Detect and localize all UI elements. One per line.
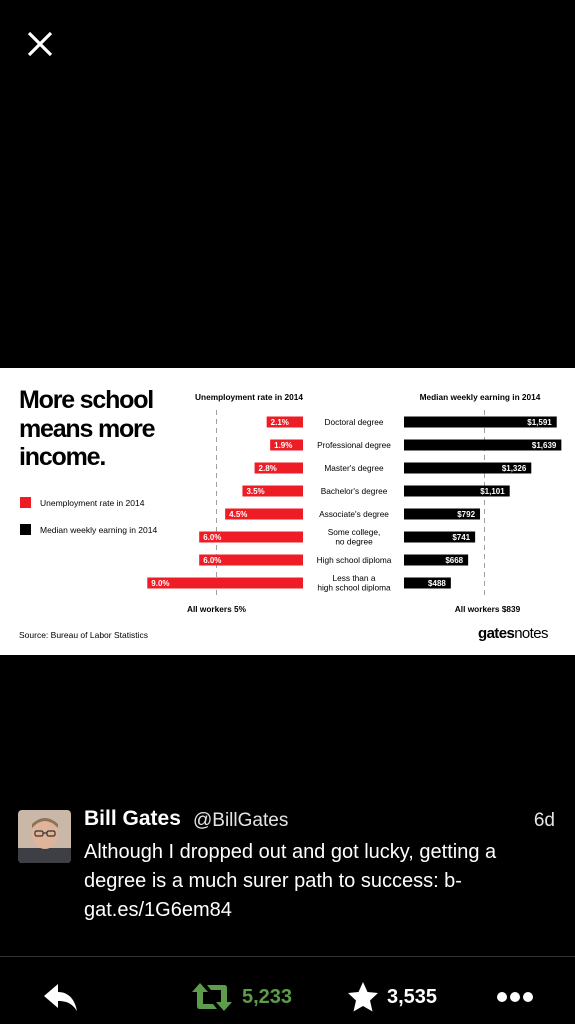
legend-label: Median weekly earning in 2014 [40,524,158,535]
close-button[interactable] [22,26,58,62]
tweet-author-handle[interactable]: @BillGates [193,810,289,831]
earnings-bar-label: $741 [452,533,470,542]
unemployment-bar [254,462,303,474]
category-label: Less than a high school diploma [317,573,391,593]
tweet-author-name[interactable]: Bill Gates [84,807,181,830]
more-button[interactable] [496,978,536,1016]
unemployment-bar-label: 2.8% [259,464,277,473]
tweet-text: Although I dropped out and got lucky, ge… [84,841,497,921]
avatar-image [18,810,71,863]
earnings-bar [404,439,562,451]
unemployment-bar [147,577,303,589]
earnings-bar [404,462,532,474]
earnings-bar [404,577,451,589]
unemployment-bar-label: 2.1% [271,418,289,427]
legend-unemployment: Unemployment rate in 2014 [20,497,144,508]
unemployment-bar [266,416,303,428]
more-icon [497,992,533,1002]
retweet-button[interactable]: 5,233 [190,978,292,1016]
unemployment-bar-label: 6.0% [203,533,221,542]
avatar[interactable] [18,810,71,863]
reply-icon [44,984,77,1011]
favorite-button[interactable]: 3,535 [347,978,437,1016]
earnings-bar-label: $668 [445,556,463,565]
unemployment-column-title: Unemployment rate in 2014 [195,392,303,402]
legend-label: Unemployment rate in 2014 [40,497,145,508]
unemployment-bar [199,531,303,543]
close-icon [27,31,53,57]
legend-swatch-black [20,524,31,535]
category-label: Master's degree [324,463,384,473]
divider [0,956,575,957]
earnings-bar [404,508,481,520]
infographic-image[interactable]: More school means more income. Unemploym… [0,368,575,655]
retweet-count: 5,233 [242,985,293,1008]
earnings-bar [404,554,469,566]
tweet-timestamp: 6d [533,810,555,831]
infographic-headline: More school means more income. [19,386,155,471]
earnings-bar-label: $1,591 [527,418,552,427]
category-label: Some college, no degree [328,527,381,547]
legend-swatch-red [20,497,31,508]
source-note: Source: Bureau of Labor Statistics [19,630,148,640]
unemployment-reference-label: All workers 5% [187,604,247,614]
earnings-bar-label: $792 [457,510,475,519]
earnings-bar-label: $1,101 [480,487,505,496]
category-label: Associate's degree [319,509,389,519]
earnings-bar-label: $1,639 [532,441,557,450]
legend-earnings: Median weekly earning in 2014 [20,524,157,535]
favorite-count: 3,535 [387,985,438,1008]
earnings-column-title: Median weekly earning in 2014 [420,392,541,402]
category-label: High school diploma [317,555,392,565]
unemployment-bar [270,439,303,451]
earnings-bar [404,531,476,543]
unemployment-bar-label: 1.9% [274,441,292,450]
earnings-reference-label: All workers $839 [455,604,521,614]
unemployment-bar-label: 6.0% [203,556,221,565]
reply-button[interactable] [40,978,80,1016]
unemployment-bar [199,554,303,566]
unemployment-bar-label: 3.5% [246,487,264,496]
retweet-icon [192,983,232,1011]
unemployment-bar-label: 4.5% [229,510,247,519]
unemployment-bar [242,485,303,497]
category-label: Doctoral degree [324,417,383,427]
earnings-bar-label: $488 [428,579,446,588]
unemployment-bar [225,508,303,520]
star-icon [348,982,378,1012]
earnings-bar [404,485,510,497]
category-label: Professional degree [317,440,391,450]
category-label: Bachelor's degree [321,486,388,496]
education-chart: Unemployment rate in 2014 Median weekly e… [147,392,562,614]
earnings-bar [404,416,557,428]
unemployment-bar-label: 9.0% [151,579,169,588]
gatesnotes-logo: gatesnotes [478,625,548,642]
earnings-bar-label: $1,326 [502,464,527,473]
